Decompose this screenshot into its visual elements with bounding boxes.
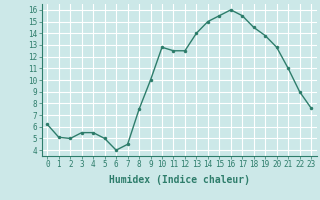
X-axis label: Humidex (Indice chaleur): Humidex (Indice chaleur) [109,175,250,185]
